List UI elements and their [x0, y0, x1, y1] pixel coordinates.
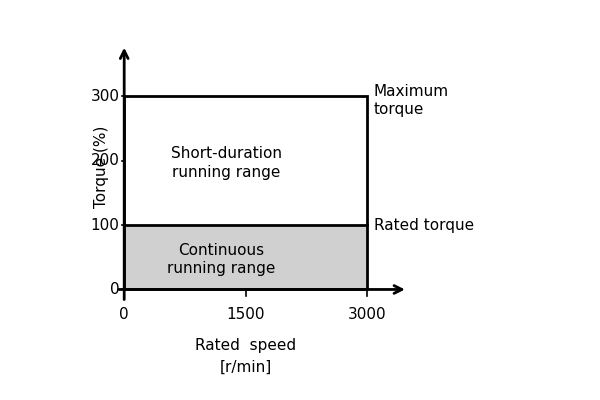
Text: Rated  speed: Rated speed [195, 338, 296, 353]
Text: 100: 100 [91, 218, 119, 233]
Text: 1500: 1500 [226, 308, 265, 322]
Bar [124, 225, 367, 290]
Text: 0: 0 [110, 282, 119, 297]
Text: Torque (%): Torque (%) [94, 126, 109, 208]
Text: Maximum: Maximum [374, 84, 449, 99]
Text: 3000: 3000 [348, 308, 386, 322]
Bar [124, 96, 367, 290]
Text: 0: 0 [119, 308, 129, 322]
Text: Continuous: Continuous [178, 243, 265, 258]
Text: Short-duration: Short-duration [171, 146, 282, 160]
Text: running range: running range [167, 261, 275, 276]
Text: 300: 300 [91, 89, 119, 104]
Text: [r/min]: [r/min] [220, 360, 272, 375]
Text: 200: 200 [91, 153, 119, 168]
Text: Rated torque: Rated torque [374, 218, 474, 233]
Text: torque: torque [374, 102, 424, 117]
Text: running range: running range [172, 165, 280, 180]
